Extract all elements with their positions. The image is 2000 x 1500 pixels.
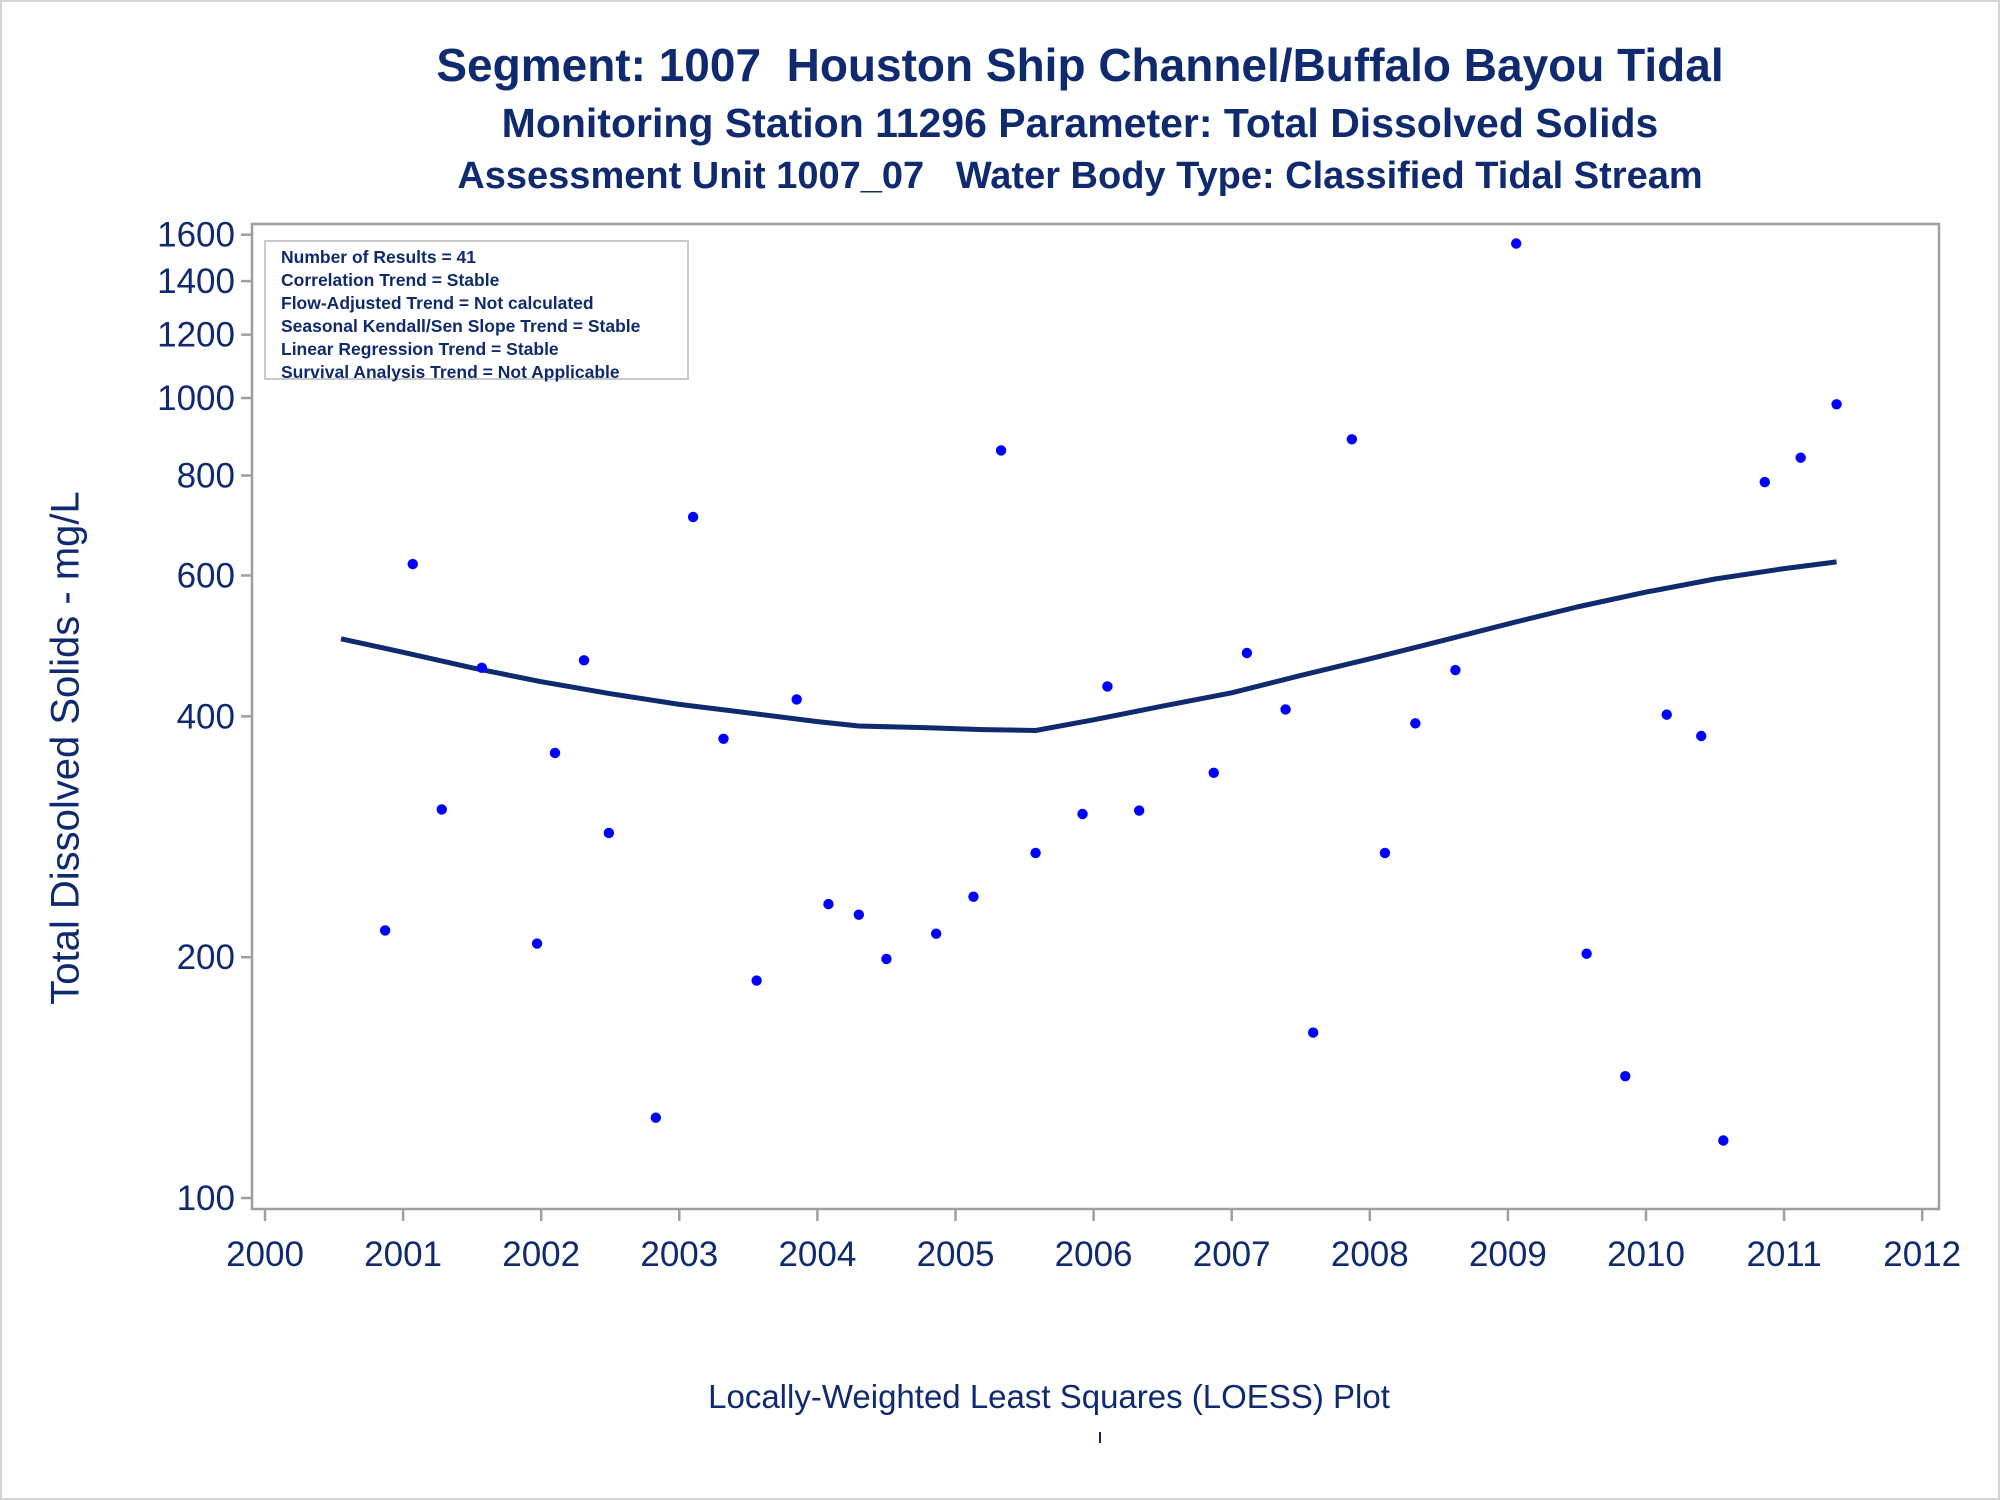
x-tick-label-2006: 2006 [1055,1235,1133,1274]
data-point-12 [718,733,729,744]
data-point-6 [531,938,543,949]
y-tick-label-400: 400 [177,697,235,736]
x-tick-label-2007: 2007 [1193,1235,1271,1274]
data-point-19 [968,891,979,902]
data-point-16 [853,909,865,920]
data-point-24 [1133,805,1145,816]
data-point-31 [1410,718,1421,729]
data-point-39 [1759,476,1770,488]
data-point-30 [1379,847,1391,859]
chart-title-station: Monitoring Station 11296 Parameter: Tota… [501,100,1659,146]
y-tick-label-200: 200 [177,938,235,977]
data-point-41 [1831,399,1842,410]
data-point-27 [1280,704,1291,715]
y-tick-label-1200: 1200 [157,316,235,355]
footnote-tick-mark [1099,1432,1101,1443]
data-point-32 [1450,664,1461,676]
data-point-26 [1241,647,1253,659]
data-point-17 [881,953,892,965]
y-axis: 100 200 400 600 800 1000 1200 1400 1600 [157,216,252,1218]
data-point-25 [1208,767,1219,779]
y-tick-label-1600: 1600 [157,216,235,255]
data-point-37 [1696,730,1707,742]
x-tick-label-2002: 2002 [502,1235,580,1274]
stat-survival-analysis-trend: Survival Analysis Trend = Not Applicable [281,362,620,382]
stats-legend-box: Number of Results = 41 Correlation Trend… [264,240,689,382]
data-point-4 [436,804,447,815]
stat-seasonal-kendall-trend: Seasonal Kendall/Sen Slope Trend = Stabl… [281,316,641,336]
x-tick-label-2005: 2005 [917,1235,995,1274]
x-tick-label-2011: 2011 [1746,1235,1821,1274]
data-point-5 [476,662,488,673]
x-tick-label-2008: 2008 [1331,1235,1409,1274]
x-tick-label-2003: 2003 [640,1235,718,1274]
data-point-36 [1661,709,1672,720]
chart-title-segment: Segment: 1007 Houston Ship Channel/Buffa… [436,39,1724,91]
data-point-20 [995,445,1007,456]
data-point-33 [1510,238,1522,249]
data-point-34 [1581,948,1592,959]
x-tick-label-2004: 2004 [778,1235,856,1274]
data-point-10 [650,1112,662,1123]
y-tick-label-600: 600 [177,556,235,595]
data-point-15 [823,898,834,910]
data-point-2 [379,925,391,936]
data-point-9 [603,827,615,839]
stat-correlation-trend: Correlation Trend = Stable [281,270,500,290]
data-point-38 [1718,1135,1729,1146]
data-point-35 [1620,1070,1631,1082]
data-point-7 [549,747,561,759]
stat-number-of-results: Number of Results = 41 [281,247,476,267]
data-point-29 [1346,434,1358,445]
data-point-23 [1102,681,1113,692]
y-tick-label-800: 800 [177,457,235,496]
y-tick-label-1400: 1400 [157,262,235,301]
data-point-14 [791,694,802,705]
data-point-8 [578,655,590,666]
data-point-3 [407,558,418,570]
data-point-11 [687,511,699,523]
x-tick-label-2009: 2009 [1469,1235,1547,1274]
x-tick-label-2012: 2012 [1883,1235,1961,1274]
y-axis-label: Total Dissolved Solids - mg/L [43,491,88,1005]
data-point-22 [1077,808,1088,820]
data-point-40 [1795,452,1806,463]
data-point-13 [751,975,762,986]
stat-flow-adjusted-trend: Flow-Adjusted Trend = Not calculated [281,293,594,313]
data-points [335,238,1842,1146]
data-point-28 [1307,1027,1319,1038]
footnote: Locally-Weighted Least Squares (LOESS) P… [708,1378,1390,1415]
chart-title-assessment: Assessment Unit 1007_07 Water Body Type:… [457,155,1703,197]
data-point-18 [930,928,942,939]
x-tick-label-2000: 2000 [226,1235,304,1274]
stat-linear-regression-trend: Linear Regression Trend = Stable [281,339,559,359]
y-tick-label-100: 100 [177,1179,235,1218]
loess-trend-line [340,559,1837,733]
x-axis: 2000 2001 2002 2003 2004 2005 2006 2007 2008 2009… [226,1209,1961,1274]
x-tick-label-2010: 2010 [1607,1235,1685,1274]
x-tick-label-2001: 2001 [364,1235,442,1274]
data-point-21 [1030,847,1041,859]
y-tick-label-1000: 1000 [157,379,235,418]
